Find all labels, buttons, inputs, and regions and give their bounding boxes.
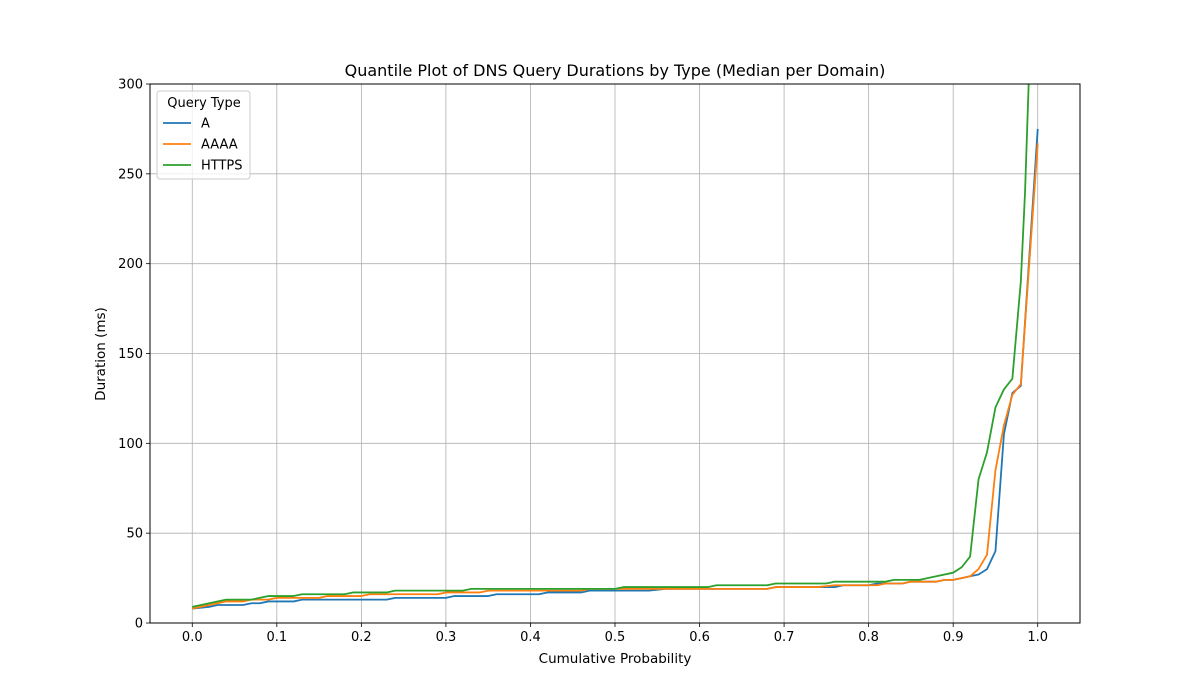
x-tick-label: 0.5 <box>605 630 626 645</box>
series-lines <box>192 84 1039 610</box>
x-tick-label: 0.3 <box>436 630 457 645</box>
legend-label-a: A <box>201 117 210 132</box>
y-tick-label: 100 <box>118 437 143 452</box>
x-tick-label: 0.6 <box>689 630 710 645</box>
legend-box <box>156 90 251 180</box>
x-tick-label: 0.7 <box>774 630 795 645</box>
y-tick-label: 300 <box>118 78 143 93</box>
y-tick-label: 0 <box>135 617 143 632</box>
x-tick-label: 0.1 <box>266 630 287 645</box>
series-line-aaaa <box>192 143 1039 610</box>
legend-label-aaaa: AAAA <box>201 138 238 153</box>
x-tick-label: 0.2 <box>351 630 372 645</box>
y-axis-title: Duration (ms) <box>93 307 109 401</box>
y-tick-label: 250 <box>118 167 143 182</box>
y-tick-label: 50 <box>126 527 143 542</box>
y-tick-label: 200 <box>118 257 143 272</box>
grid-lines <box>150 83 1080 624</box>
legend-title: Query Type <box>167 96 241 111</box>
series-line-https <box>192 84 1030 608</box>
x-tick-label: 0.0 <box>182 630 203 645</box>
axis-ticks: 0.0 0.1 0.2 0.3 0.4 0.5 0.6 0.7 0.8 0.9 1.0 0 50 100 1… <box>118 78 1048 646</box>
chart-title: Quantile Plot of DNS Query Durations by … <box>345 61 886 80</box>
y-tick-label: 150 <box>118 347 143 362</box>
legend-label-https: HTTPS <box>201 159 243 174</box>
x-axis-title: Cumulative Probability <box>539 651 692 667</box>
x-tick-label: 0.9 <box>943 630 964 645</box>
x-tick-label: 0.8 <box>858 630 879 645</box>
x-tick-label: 0.4 <box>520 630 541 645</box>
x-tick-label: 1.0 <box>1027 630 1048 645</box>
